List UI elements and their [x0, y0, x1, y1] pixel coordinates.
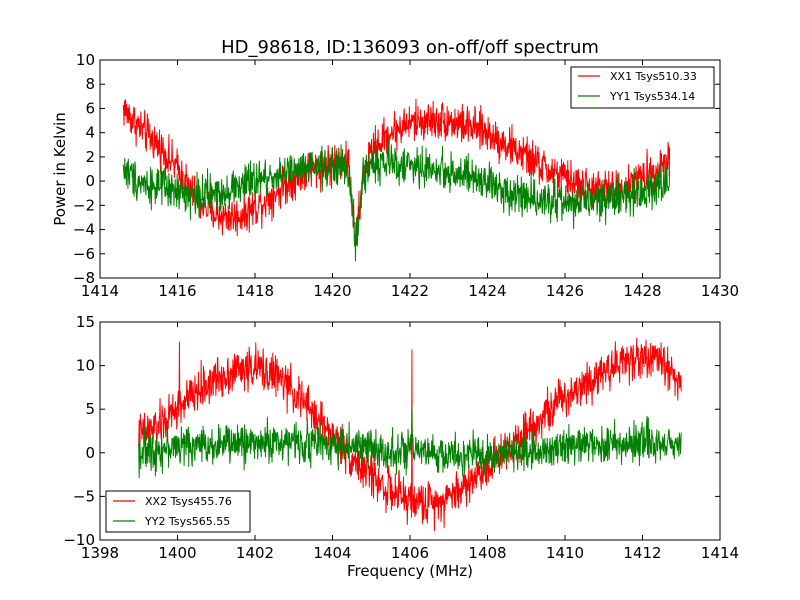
top-y-tick-label: 6: [85, 99, 95, 117]
bottom-panel-x-axis-label: Frequency (MHz): [347, 562, 473, 580]
top-spectrum-panel: 1414 1416 1418 1420 1422 1424 1426 1428 1430 −8 −6…: [51, 51, 739, 300]
top-y-tick-label: −8: [73, 269, 95, 287]
bottom-x-tick-label: 1412: [623, 544, 661, 562]
bottom-y-tick-label: −10: [63, 531, 95, 549]
top-x-tick-label: 1430: [701, 282, 739, 300]
bottom-y-tick-label: 10: [76, 357, 95, 375]
top-y-tick-label: 2: [85, 148, 95, 166]
bottom-spectrum-panel: 1398 1400 1402 1404 1406 1408 1410 1412 1414 −10 −…: [63, 313, 739, 580]
top-y-tick-label: −2: [73, 196, 95, 214]
bottom-series-line-1: [138, 337, 682, 532]
top-x-tick-label: 1428: [623, 282, 661, 300]
top-x-tick-label: 1416: [158, 282, 196, 300]
top-y-tick-label: 10: [76, 51, 95, 69]
bottom-y-tick-label: −5: [73, 487, 95, 505]
bottom-y-tick-label: 0: [85, 444, 95, 462]
top-x-tick-label: 1422: [391, 282, 429, 300]
bottom-y-tick-label: 15: [76, 313, 95, 331]
top-series-line-1: [122, 98, 671, 246]
bottom-x-tick-label: 1406: [391, 544, 429, 562]
legend-label-yy1: YY1 Tsys534.14: [609, 90, 695, 103]
bottom-series-line-2: [138, 406, 682, 479]
top-x-tick-label: 1420: [313, 282, 351, 300]
bottom-x-tick-label: 1400: [158, 544, 196, 562]
top-x-tick-label: 1418: [236, 282, 274, 300]
top-y-tick-label: −6: [73, 245, 95, 263]
legend-label-yy2: YY2 Tsys565.55: [144, 515, 230, 528]
top-y-tick-label: 8: [85, 75, 95, 93]
bottom-panel-legend-box: [105, 490, 251, 533]
bottom-panel-ticks: 1398 1400 1402 1404 1406 1408 1410 1412 1414 −10 −…: [63, 313, 739, 562]
top-panel-legend: XX1 Tsys510.33 YY1 Tsys534.14: [570, 66, 715, 109]
top-x-tick-label: 1424: [468, 282, 506, 300]
figure-title: HD_98618, ID:136093 on-off/off spectrum: [221, 37, 599, 58]
bottom-panel-legend: XX2 Tsys455.76 YY2 Tsys565.55: [105, 490, 251, 533]
top-panel-series-lines: [122, 98, 671, 262]
top-y-tick-label: 0: [85, 172, 95, 190]
legend-label-xx2: XX2 Tsys455.76: [145, 495, 232, 508]
top-y-tick-label: 4: [85, 124, 95, 142]
bottom-x-tick-label: 1404: [313, 544, 351, 562]
top-x-tick-label: 1426: [546, 282, 584, 300]
legend-label-xx1: XX1 Tsys510.33: [610, 70, 697, 83]
top-series-line-2: [122, 139, 671, 262]
bottom-x-tick-label: 1410: [546, 544, 584, 562]
bottom-x-tick-label: 1398: [81, 544, 119, 562]
top-panel-legend-box: [570, 66, 715, 109]
top-panel-ticks: 1414 1416 1418 1420 1422 1424 1426 1428 1430 −8 −6…: [73, 51, 739, 300]
top-x-tick-label: 1414: [81, 282, 119, 300]
bottom-y-tick-label: 5: [85, 400, 95, 418]
bottom-x-tick-label: 1408: [468, 544, 506, 562]
top-panel-y-axis-label: Power in Kelvin: [51, 112, 69, 226]
bottom-x-tick-label: 1414: [701, 544, 739, 562]
bottom-x-tick-label: 1402: [236, 544, 274, 562]
bottom-panel-series-lines: [138, 337, 682, 532]
top-y-tick-label: −4: [73, 221, 95, 239]
